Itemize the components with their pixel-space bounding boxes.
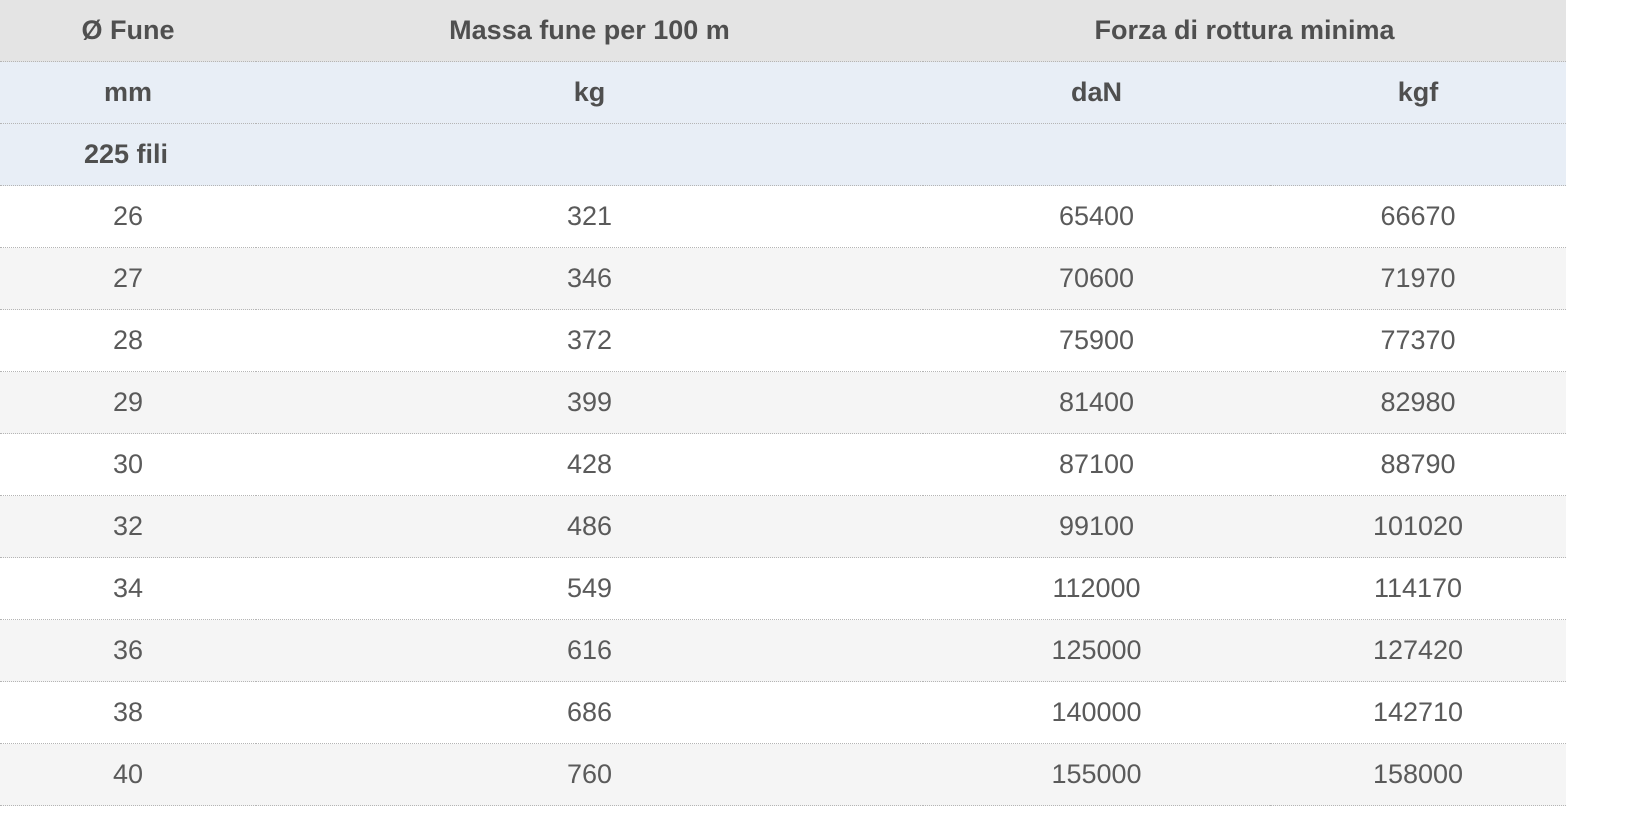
- table-row: 26 321 65400 66670: [0, 185, 1567, 248]
- cell-mass: 549: [256, 557, 923, 620]
- header-mass: Massa fune per 100 m: [256, 0, 923, 62]
- table-row: 29 399 81400 82980: [0, 371, 1567, 434]
- cell-diameter: 40: [0, 743, 256, 806]
- cell-diameter: 32: [0, 495, 256, 558]
- cell-force-dan: 81400: [923, 371, 1270, 434]
- cell-force-dan: 140000: [923, 681, 1270, 744]
- rope-specs-table: Ø Fune Massa fune per 100 m Forza di rot…: [0, 0, 1567, 806]
- cell-force-kgf: 77370: [1270, 309, 1567, 372]
- unit-force-dan: daN: [923, 61, 1270, 124]
- cell-mass: 686: [256, 681, 923, 744]
- cell-force-kgf: 82980: [1270, 371, 1567, 434]
- table-row: 32 486 99100 101020: [0, 495, 1567, 558]
- cell-mass: 486: [256, 495, 923, 558]
- cell-force-dan: 87100: [923, 433, 1270, 496]
- table-body: 225 fili 26 321 65400 66670 27 346 70600 71970 2…: [0, 123, 1567, 806]
- cell-force-kgf: 114170: [1270, 557, 1567, 620]
- header-row: Ø Fune Massa fune per 100 m Forza di rot…: [0, 0, 1567, 62]
- cell-mass: 372: [256, 309, 923, 372]
- cell-force-dan: 112000: [923, 557, 1270, 620]
- cell-diameter: 29: [0, 371, 256, 434]
- cell-diameter: 36: [0, 619, 256, 682]
- cell-force-dan: 99100: [923, 495, 1270, 558]
- cell-force-dan: 65400: [923, 185, 1270, 248]
- cell-mass: 321: [256, 185, 923, 248]
- table-row: 27 346 70600 71970: [0, 247, 1567, 310]
- header-diameter: Ø Fune: [0, 0, 256, 62]
- cell-diameter: 28: [0, 309, 256, 372]
- cell-diameter: 27: [0, 247, 256, 310]
- cell-diameter: 26: [0, 185, 256, 248]
- cell-diameter: 34: [0, 557, 256, 620]
- table-row: 30 428 87100 88790: [0, 433, 1567, 496]
- group-label: 225 fili: [0, 123, 1567, 186]
- cell-force-dan: 75900: [923, 309, 1270, 372]
- group-row: 225 fili: [0, 123, 1567, 186]
- table-row: 36 616 125000 127420: [0, 619, 1567, 682]
- table-row: 38 686 140000 142710: [0, 681, 1567, 744]
- cell-force-kgf: 66670: [1270, 185, 1567, 248]
- cell-force-kgf: 71970: [1270, 247, 1567, 310]
- cell-mass: 428: [256, 433, 923, 496]
- cell-force-kgf: 88790: [1270, 433, 1567, 496]
- cell-mass: 760: [256, 743, 923, 806]
- table-row: 28 372 75900 77370: [0, 309, 1567, 372]
- cell-force-kgf: 142710: [1270, 681, 1567, 744]
- units-row: mm kg daN kgf: [0, 61, 1567, 124]
- cell-force-dan: 155000: [923, 743, 1270, 806]
- unit-diameter: mm: [0, 61, 256, 124]
- cell-force-kgf: 158000: [1270, 743, 1567, 806]
- header-breaking-force: Forza di rottura minima: [923, 0, 1567, 62]
- cell-mass: 399: [256, 371, 923, 434]
- cell-force-kgf: 101020: [1270, 495, 1567, 558]
- cell-diameter: 30: [0, 433, 256, 496]
- table-row: 34 549 112000 114170: [0, 557, 1567, 620]
- cell-mass: 346: [256, 247, 923, 310]
- cell-force-kgf: 127420: [1270, 619, 1567, 682]
- unit-mass: kg: [256, 61, 923, 124]
- cell-diameter: 38: [0, 681, 256, 744]
- table-row: 40 760 155000 158000: [0, 743, 1567, 806]
- unit-force-kgf: kgf: [1270, 61, 1567, 124]
- cell-force-dan: 70600: [923, 247, 1270, 310]
- cell-mass: 616: [256, 619, 923, 682]
- cell-force-dan: 125000: [923, 619, 1270, 682]
